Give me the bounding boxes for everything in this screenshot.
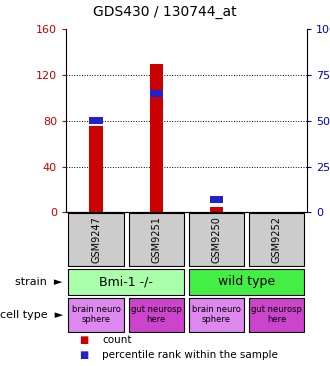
Bar: [89, 127, 103, 212]
Bar: [210, 206, 223, 212]
FancyBboxPatch shape: [129, 213, 184, 266]
Bar: [150, 64, 163, 212]
Text: gut neurosp
here: gut neurosp here: [251, 305, 302, 325]
Text: strain  ►: strain ►: [15, 277, 63, 287]
FancyBboxPatch shape: [68, 269, 184, 295]
FancyBboxPatch shape: [189, 298, 244, 332]
Text: brain neuro
sphere: brain neuro sphere: [72, 305, 120, 325]
FancyBboxPatch shape: [68, 298, 124, 332]
Text: ■: ■: [79, 335, 88, 346]
Text: GSM9251: GSM9251: [151, 216, 161, 263]
FancyBboxPatch shape: [68, 213, 124, 266]
Text: count: count: [102, 335, 132, 346]
Text: GSM9250: GSM9250: [212, 216, 221, 263]
Bar: [150, 90, 163, 97]
FancyBboxPatch shape: [189, 213, 244, 266]
Text: ■: ■: [79, 350, 88, 360]
FancyBboxPatch shape: [189, 269, 305, 295]
Text: gut neurosp
here: gut neurosp here: [131, 305, 182, 325]
FancyBboxPatch shape: [129, 298, 184, 332]
Text: cell type  ►: cell type ►: [0, 310, 63, 320]
FancyBboxPatch shape: [249, 298, 305, 332]
FancyBboxPatch shape: [249, 213, 305, 266]
Text: GSM9252: GSM9252: [272, 216, 282, 263]
Text: wild type: wild type: [218, 275, 275, 288]
Bar: [89, 117, 103, 124]
Text: percentile rank within the sample: percentile rank within the sample: [102, 350, 278, 360]
Text: Bmi-1 -/-: Bmi-1 -/-: [99, 275, 153, 288]
Text: GDS430 / 130744_at: GDS430 / 130744_at: [93, 5, 237, 19]
Text: brain neuro
sphere: brain neuro sphere: [192, 305, 241, 325]
Bar: [210, 196, 223, 203]
Text: GSM9247: GSM9247: [91, 216, 101, 263]
